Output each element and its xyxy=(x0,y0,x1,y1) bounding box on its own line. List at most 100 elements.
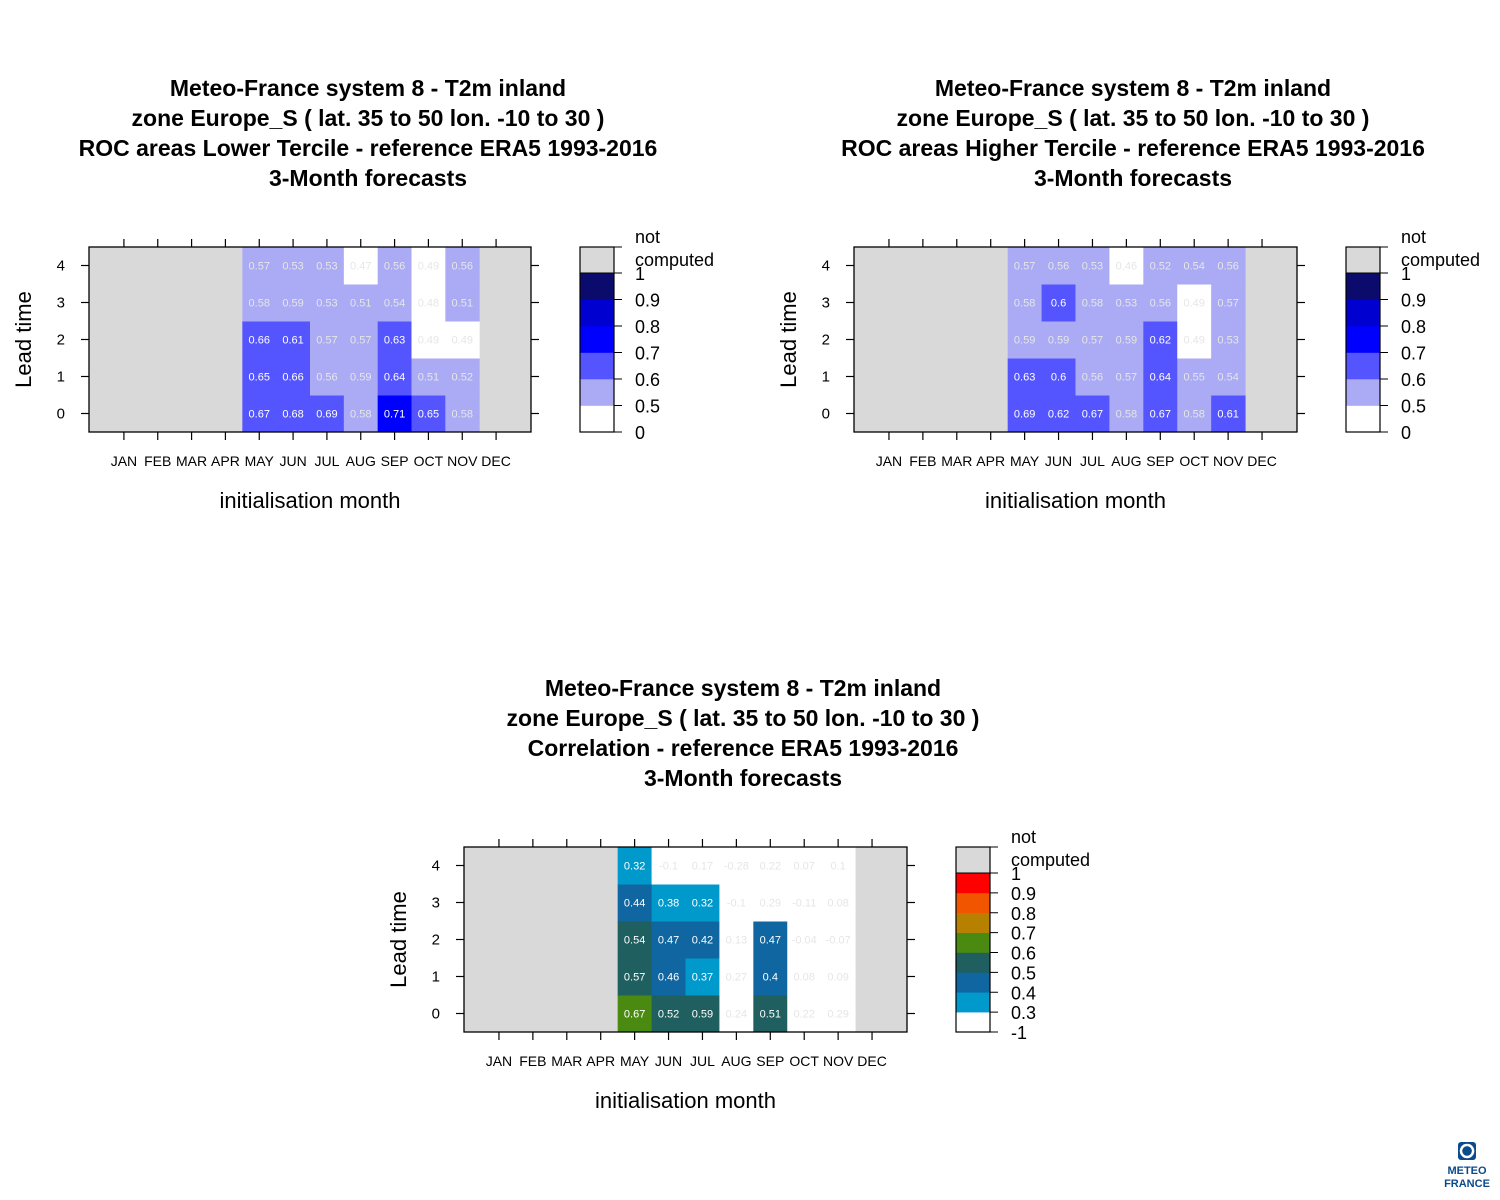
heatmap-cell xyxy=(719,884,754,922)
cell-value-label: 0.62 xyxy=(1150,335,1171,347)
chart-title-line-3: ROC areas Higher Tercile - reference ERA… xyxy=(841,135,1425,161)
chart-title-line-1: Meteo-France system 8 - T2m inland xyxy=(170,75,566,101)
colorbar-not-computed-label: computed xyxy=(635,250,714,270)
heatmap-cell xyxy=(445,284,480,322)
cell-value-label: 0.65 xyxy=(418,409,439,421)
colorbar-segment xyxy=(580,299,614,327)
cell-value-label: 0.54 xyxy=(624,935,645,947)
colorbar-tick-label: 0.9 xyxy=(1401,291,1426,311)
cell-value-label: 0.52 xyxy=(1150,261,1171,273)
cell-value-label: 0.6 xyxy=(1051,372,1066,384)
cell-value-label: 0.56 xyxy=(1082,372,1103,384)
x-tick-label: SEP xyxy=(756,1053,784,1069)
heatmap-cell xyxy=(1143,321,1178,359)
x-axis-title: initialisation month xyxy=(595,1088,776,1113)
heatmap-cell xyxy=(411,321,446,359)
x-tick-label: JAN xyxy=(111,453,137,469)
colorbar-not-computed-label: computed xyxy=(1401,250,1480,270)
heatmap-cell xyxy=(753,995,788,1033)
y-axis-title: Lead time xyxy=(776,291,801,388)
cell-value-label: 0.58 xyxy=(452,409,473,421)
cell-value-label: 0.08 xyxy=(793,972,814,984)
cell-value-label: 0.64 xyxy=(384,372,405,384)
colorbar-segment xyxy=(580,326,614,353)
cell-value-label: 0.42 xyxy=(692,935,713,947)
chart-title-line-2: zone Europe_S ( lat. 35 to 50 lon. -10 t… xyxy=(897,105,1370,131)
x-tick-label: MAY xyxy=(245,453,275,469)
heatmap-cell xyxy=(242,321,277,359)
heatmap-cell xyxy=(1109,395,1144,433)
cell-value-label: 0.48 xyxy=(418,298,439,310)
x-tick-label: NOV xyxy=(823,1053,854,1069)
colorbar-not-computed-label: not xyxy=(1401,227,1426,247)
y-tick-label: 1 xyxy=(57,369,65,386)
cell-value-label: 0.1 xyxy=(830,861,845,873)
cell-value-label: 0.4 xyxy=(763,972,778,984)
x-tick-label: NOV xyxy=(447,453,478,469)
heatmap-cell xyxy=(651,958,686,996)
logo-text-line2: FRANCE xyxy=(1444,1178,1490,1190)
heatmap-cell xyxy=(1109,321,1144,359)
heatmap-cell xyxy=(1211,284,1246,322)
colorbar-segment xyxy=(580,379,614,406)
colorbar-tick-label: 0.8 xyxy=(1401,317,1426,337)
heatmap-cell xyxy=(651,847,686,885)
colorbar-frame xyxy=(579,246,615,433)
cell-value-label: 0.63 xyxy=(1014,372,1035,384)
x-tick-label: AUG xyxy=(346,453,376,469)
cell-value-label: 0.49 xyxy=(418,335,439,347)
colorbar-segment xyxy=(956,932,990,953)
heatmap-cell xyxy=(1075,321,1110,359)
heatmap-cell xyxy=(242,284,277,322)
cell-value-label: 0.38 xyxy=(658,898,679,910)
colorbar-segment xyxy=(580,352,614,380)
cell-value-label: 0.51 xyxy=(760,1009,781,1021)
heatmap-cell xyxy=(1177,284,1212,322)
cell-value-label: 0.57 xyxy=(1217,298,1238,310)
cell-value-label: 0.24 xyxy=(726,1009,747,1021)
colorbar-tick-label: 1 xyxy=(635,264,645,284)
cell-value-label: 0.61 xyxy=(282,335,303,347)
chart-title-line-3: Correlation - reference ERA5 1993-2016 xyxy=(528,735,959,761)
chart-title-line-2: zone Europe_S ( lat. 35 to 50 lon. -10 t… xyxy=(132,105,605,131)
cell-value-label: 0.56 xyxy=(384,261,405,273)
heatmap-cell xyxy=(276,395,311,433)
cell-value-label: 0.63 xyxy=(384,335,405,347)
colorbar-tick-label: 0.3 xyxy=(1011,1003,1036,1023)
colorbar-frame xyxy=(1345,246,1381,433)
x-tick-label: MAY xyxy=(620,1053,650,1069)
heatmap-cell xyxy=(310,284,345,322)
cell-value-label: -0.28 xyxy=(724,861,749,873)
x-tick-label: FEB xyxy=(519,1053,546,1069)
cell-value-label: 0.53 xyxy=(1217,335,1238,347)
chart-panel-2: Meteo-France system 8 - T2m inland zone E… xyxy=(776,75,1480,513)
heatmap-cell xyxy=(1075,247,1110,285)
heatmap-cell xyxy=(445,358,480,396)
colorbar-tick-label: 1 xyxy=(1401,264,1411,284)
cell-value-label: 0.61 xyxy=(1217,409,1238,421)
colorbar-not-computed-swatch xyxy=(1346,247,1380,273)
cell-value-label: 0.56 xyxy=(316,372,337,384)
cell-value-label: 0.55 xyxy=(1183,372,1204,384)
heatmap-cell xyxy=(753,921,788,959)
x-tick-label: OCT xyxy=(414,453,444,469)
cell-value-label: 0.22 xyxy=(760,861,781,873)
cell-value-label: 0.58 xyxy=(350,409,371,421)
heatmap-cell xyxy=(1211,358,1246,396)
heatmap-cell xyxy=(787,958,822,996)
colorbar-not-computed-swatch xyxy=(580,247,614,273)
heatmap-cell xyxy=(343,358,379,396)
colorbar-segment xyxy=(580,405,614,433)
cell-value-label: 0.54 xyxy=(384,298,405,310)
heatmap-cell xyxy=(1075,395,1110,433)
heatmap-cell xyxy=(1075,284,1110,322)
meteo-france-logo: METEO FRANCE xyxy=(1444,1142,1490,1190)
x-tick-label: MAR xyxy=(941,453,972,469)
logo-text-line1: METEO xyxy=(1447,1165,1487,1177)
x-tick-label: FEB xyxy=(144,453,171,469)
chart-title-line-2: zone Europe_S ( lat. 35 to 50 lon. -10 t… xyxy=(507,705,980,731)
cell-value-label: 0.68 xyxy=(282,409,303,421)
heatmap-cell xyxy=(276,247,311,285)
heatmap-cell xyxy=(343,321,379,359)
y-tick-label: 3 xyxy=(57,295,65,312)
